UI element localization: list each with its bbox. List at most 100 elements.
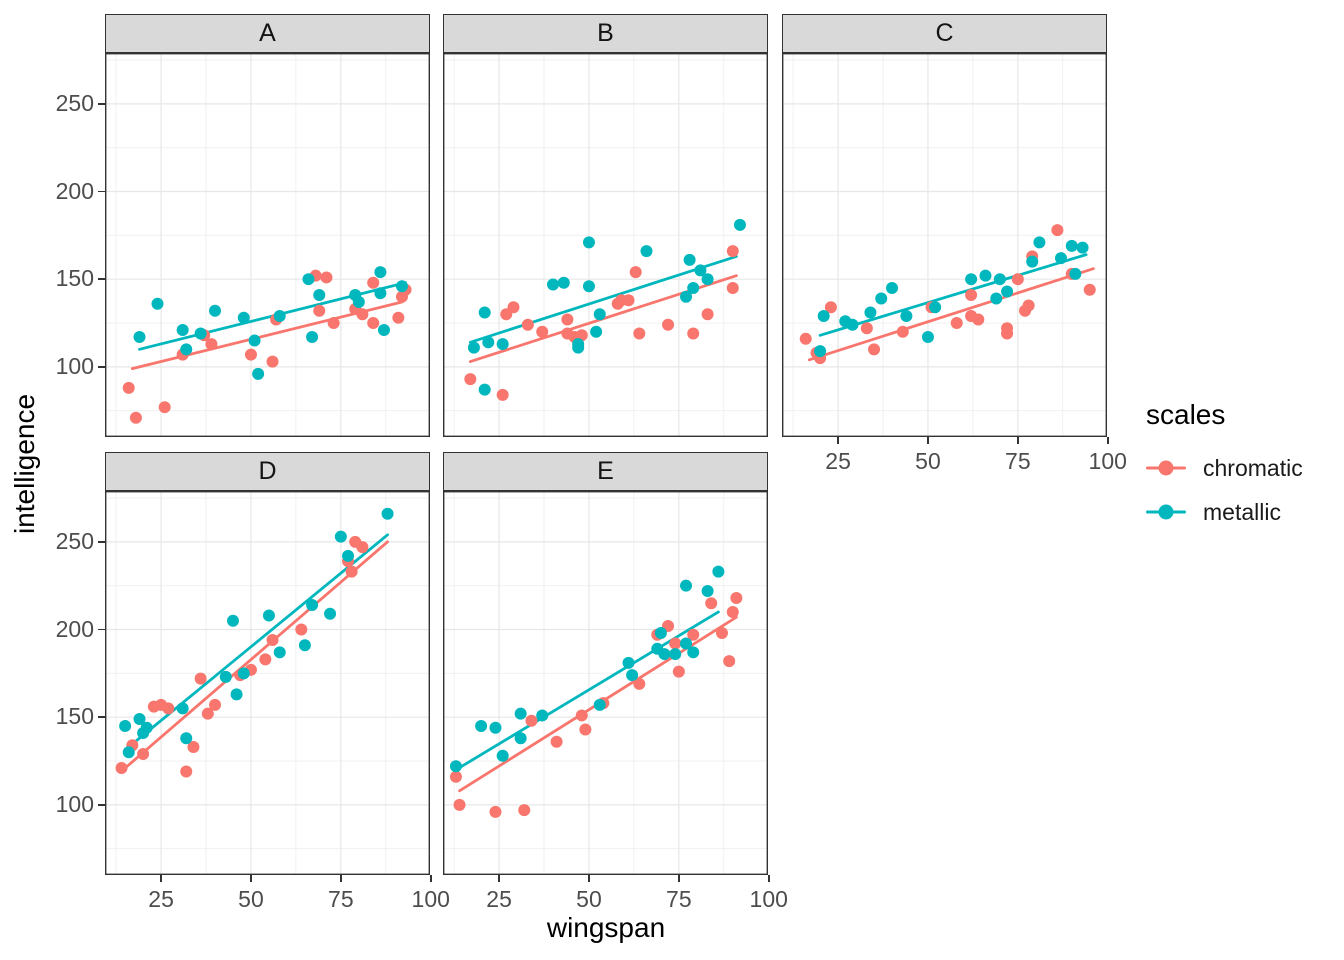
data-point [209,698,222,711]
data-point [658,648,671,661]
data-point [886,281,899,294]
data-point [723,655,736,668]
data-point [1065,239,1078,252]
data-point [900,310,913,323]
data-point [219,670,232,683]
data-point [180,732,193,745]
facet-panel-b [443,53,768,437]
y-tick-label: 100 [55,790,94,817]
metallic-points-group [467,218,746,396]
data-point [701,584,714,597]
data-point [449,770,462,783]
y-tick-label: 250 [55,527,94,554]
x-tick-label: 25 [148,886,174,912]
x-axis-tick [588,875,590,882]
data-point [972,313,985,326]
data-point [536,709,549,722]
data-point [593,698,606,711]
data-point [392,311,405,324]
data-point [306,331,319,344]
data-point [572,341,585,354]
data-point [449,760,462,773]
facet-strip-label: C [935,19,954,47]
data-point [521,318,534,331]
y-tick-label: 200 [55,177,94,204]
data-point [622,656,635,669]
data-point [536,325,549,338]
data-point [374,287,387,300]
data-point [507,301,520,314]
data-point [514,732,527,745]
y-axis-tick [98,366,105,368]
y-tick-label: 150 [55,703,94,730]
data-point [478,306,491,319]
data-point [669,648,682,661]
x-axis-tick [1106,437,1109,444]
data-point [496,338,509,351]
x-tick-label: 75 [328,886,354,912]
data-point [306,598,319,611]
data-point [187,741,200,753]
data-point [654,627,667,640]
data-point [259,653,272,666]
data-point [1083,283,1096,296]
data-point [1051,224,1064,237]
data-point [1069,267,1082,280]
data-point [518,804,531,817]
y-tick-label: 250 [55,89,94,116]
data-point [514,707,527,720]
data-point [122,746,135,759]
data-point [860,322,873,335]
legend: scales chromatic metallic [1146,398,1303,534]
legend-key-dot [1158,504,1174,520]
data-point [205,338,218,351]
chromatic-points-group [122,269,412,424]
data-point [226,614,239,627]
data-point [1076,241,1089,254]
x-tick-label: 50 [238,886,264,912]
data-point [453,798,466,811]
data-point [244,348,257,361]
major-gridlines [105,491,430,875]
data-point [683,253,696,266]
data-point [320,271,333,284]
x-tick-label: 25 [486,886,512,912]
data-point [694,264,707,277]
facet-strip-b: B [443,14,768,53]
data-point [868,343,881,356]
panel-border [443,491,768,875]
data-point [629,266,642,279]
data-point [115,762,128,775]
minor-gridlines [443,53,768,437]
facet-strip-c: C [782,14,1107,53]
y-axis-tick [98,628,105,631]
data-point [464,373,477,386]
data-point [817,310,830,323]
data-point [1001,285,1014,298]
facet-panel-e [443,491,768,875]
data-point [194,672,207,685]
x-axis-tick [498,875,500,882]
y-tick-label: 100 [55,352,94,379]
data-point [489,721,502,734]
data-point [633,327,646,340]
facet-strip-label: A [259,19,276,47]
x-tick-label: 50 [576,886,602,912]
data-point [633,677,646,690]
data-point [122,381,135,394]
data-point [133,331,146,344]
data-point [467,341,480,354]
minor-gridlines [105,53,430,437]
facet-strip-d: D [105,452,430,491]
legend-item-chromatic: chromatic [1146,446,1303,490]
data-point [550,735,563,748]
legend-key-metallic [1146,497,1186,527]
data-point [262,609,275,622]
facet-strip-label: E [597,457,614,485]
data-point [342,549,355,562]
panel-background [105,491,430,875]
data-point [496,749,509,762]
data-point [547,278,560,291]
data-point [1011,273,1024,286]
data-point [590,325,603,338]
